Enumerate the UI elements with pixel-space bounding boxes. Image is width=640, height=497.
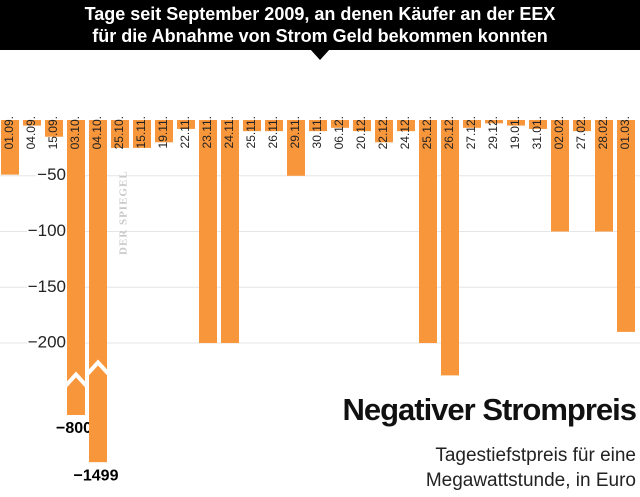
x-tick-label: 30.11.: [310, 116, 324, 148]
bar: [463, 120, 481, 128]
bar: [485, 120, 503, 124]
x-tick-label: 27.12.: [464, 116, 478, 149]
y-tick-label: −200: [28, 333, 66, 352]
subtitle: Tagestiefstpreis für eine: [435, 445, 636, 466]
bar: [419, 120, 437, 344]
x-tick-label: 31.01.: [530, 116, 544, 149]
chart-title: für die Abnahme von Strom Geld bekommen …: [92, 26, 547, 46]
bar: [573, 120, 591, 132]
axis-break: [85, 359, 111, 376]
x-tick-label: 03.10.: [68, 116, 82, 149]
bar: [89, 120, 107, 463]
y-tick-label: −50: [37, 165, 66, 184]
bar: [199, 120, 217, 344]
bar: [111, 120, 129, 148]
x-tick-label: 25.11.: [244, 116, 258, 148]
bar: [551, 120, 569, 232]
x-tick-label: 29.12.: [486, 116, 500, 149]
bar: [529, 120, 547, 129]
watermark: DER SPIEGEL: [118, 170, 130, 255]
value-label: −800: [56, 420, 92, 437]
axis-break: [63, 371, 89, 388]
bar: [331, 120, 349, 128]
bar: [265, 120, 283, 132]
x-tick-label: 28.02.: [596, 116, 610, 149]
bar: [221, 120, 239, 344]
chart-title: Tage seit September 2009, an denen Käufe…: [85, 4, 556, 24]
x-tick-label: 22.12.: [376, 116, 390, 149]
heading: Negativer Strompreis: [342, 392, 636, 427]
x-tick-label: 02.02.: [552, 116, 566, 149]
bar: [155, 120, 173, 143]
x-tick-label: 19.11.: [156, 116, 170, 148]
x-tick-label: 01.09.: [2, 116, 16, 149]
x-tick-label: 25.12.: [420, 116, 434, 149]
y-tick-label: −100: [28, 221, 66, 240]
x-tick-label: 22.11.: [178, 116, 192, 148]
bar: [1, 120, 19, 175]
bar: [375, 120, 393, 143]
x-tick-label: 04.10.: [90, 116, 104, 149]
bar: [441, 120, 459, 376]
x-tick-label: 04.09.: [24, 116, 38, 149]
x-tick-label: 26.11.: [266, 116, 280, 148]
bar: [617, 120, 635, 332]
header-box: [0, 0, 640, 50]
bar: [243, 120, 261, 132]
bar: [397, 120, 415, 132]
x-tick-label: 19.01.: [508, 116, 522, 149]
x-tick-label: 29.11.: [288, 116, 302, 148]
header-pointer: [310, 49, 330, 60]
x-tick-label: 25.10.: [112, 116, 126, 149]
bar: [177, 120, 195, 129]
x-tick-label: 06.12.: [332, 116, 346, 149]
subtitle: Megawattstunde, in Euro: [426, 470, 636, 491]
x-tick-label: 15.09.: [46, 116, 60, 149]
bar: [45, 120, 63, 137]
y-tick-label: −150: [28, 277, 66, 296]
bar: [287, 120, 305, 176]
x-tick-label: 23.11.: [200, 116, 214, 148]
bar: [67, 120, 85, 415]
x-tick-label: 24.12.: [398, 116, 412, 149]
x-tick-label: 24.11.: [222, 116, 236, 148]
x-tick-label: 27.02.: [574, 116, 588, 149]
bar: [595, 120, 613, 232]
bar: [133, 120, 151, 148]
x-tick-label: 26.12.: [442, 116, 456, 149]
bar: [353, 120, 371, 132]
plot: 01.09. 04.09. 15.09. 03.10. −800 04.10. −1499 2…: [0, 116, 640, 486]
bar: [309, 120, 327, 132]
x-tick-label: 15.11.: [134, 116, 148, 148]
x-tick-label: 01.03.: [618, 116, 632, 149]
bar: [507, 120, 525, 126]
value-label: −1499: [74, 467, 119, 484]
bar: [23, 120, 41, 126]
x-tick-label: 20.12.: [354, 116, 368, 149]
